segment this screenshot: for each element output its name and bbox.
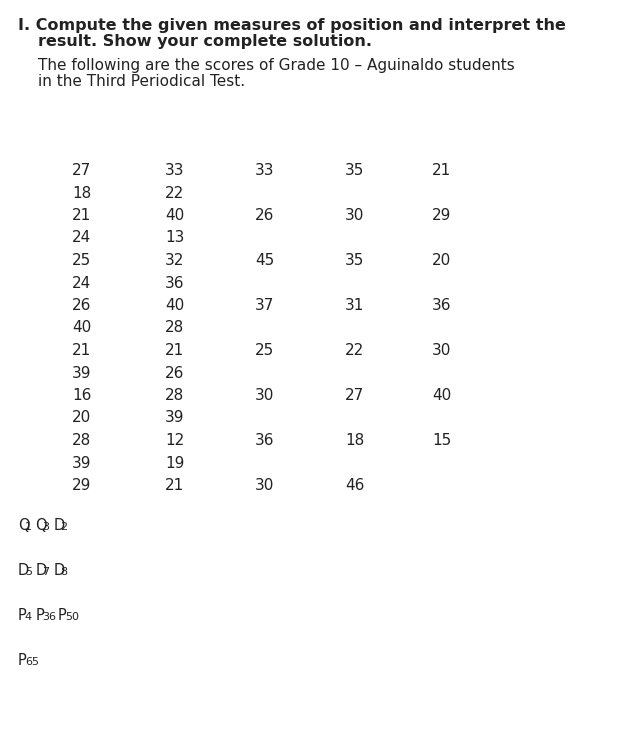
Text: 25: 25 xyxy=(255,343,275,358)
Text: 50: 50 xyxy=(65,612,79,622)
Text: 13: 13 xyxy=(165,230,184,246)
Text: 39: 39 xyxy=(72,366,92,380)
Text: 30: 30 xyxy=(255,388,275,403)
Text: 8: 8 xyxy=(60,567,67,577)
Text: 21: 21 xyxy=(165,478,184,493)
Text: 40: 40 xyxy=(432,388,451,403)
Text: 33: 33 xyxy=(255,163,275,178)
Text: 25: 25 xyxy=(72,253,91,268)
Text: 28: 28 xyxy=(165,320,184,335)
Text: 28: 28 xyxy=(165,388,184,403)
Text: 18: 18 xyxy=(72,186,91,201)
Text: 22: 22 xyxy=(345,343,364,358)
Text: D: D xyxy=(18,563,29,578)
Text: 21: 21 xyxy=(72,343,91,358)
Text: 18: 18 xyxy=(345,433,364,448)
Text: I. Compute the given measures of position and interpret the: I. Compute the given measures of positio… xyxy=(18,18,566,33)
Text: 45: 45 xyxy=(255,253,275,268)
Text: 46: 46 xyxy=(345,478,364,493)
Text: 39: 39 xyxy=(72,456,92,471)
Text: 2: 2 xyxy=(60,522,67,532)
Text: The following are the scores of Grade 10 – Aguinaldo students: The following are the scores of Grade 10… xyxy=(38,58,515,73)
Text: 30: 30 xyxy=(432,343,451,358)
Text: D: D xyxy=(36,563,47,578)
Text: 35: 35 xyxy=(345,163,364,178)
Text: 31: 31 xyxy=(345,298,364,313)
Text: 20: 20 xyxy=(432,253,451,268)
Text: 15: 15 xyxy=(432,433,451,448)
Text: 12: 12 xyxy=(165,433,184,448)
Text: 29: 29 xyxy=(72,478,91,493)
Text: 32: 32 xyxy=(165,253,184,268)
Text: 40: 40 xyxy=(165,208,184,223)
Text: 27: 27 xyxy=(345,388,364,403)
Text: Q: Q xyxy=(18,518,29,533)
Text: 5: 5 xyxy=(25,567,32,577)
Text: 35: 35 xyxy=(345,253,364,268)
Text: 21: 21 xyxy=(165,343,184,358)
Text: 37: 37 xyxy=(255,298,275,313)
Text: result. Show your complete solution.: result. Show your complete solution. xyxy=(38,34,372,49)
Text: P: P xyxy=(36,608,44,623)
Text: 40: 40 xyxy=(165,298,184,313)
Text: 36: 36 xyxy=(255,433,275,448)
Text: 22: 22 xyxy=(165,186,184,201)
Text: 4: 4 xyxy=(25,612,32,622)
Text: 27: 27 xyxy=(72,163,91,178)
Text: 20: 20 xyxy=(72,411,91,426)
Text: D: D xyxy=(53,518,64,533)
Text: 30: 30 xyxy=(255,478,275,493)
Text: 24: 24 xyxy=(72,230,91,246)
Text: 40: 40 xyxy=(72,320,91,335)
Text: P: P xyxy=(18,608,27,623)
Text: 36: 36 xyxy=(42,612,56,622)
Text: 26: 26 xyxy=(255,208,275,223)
Text: Q: Q xyxy=(36,518,47,533)
Text: in the Third Periodical Test.: in the Third Periodical Test. xyxy=(38,74,245,89)
Text: 21: 21 xyxy=(432,163,451,178)
Text: 24: 24 xyxy=(72,275,91,291)
Text: D: D xyxy=(53,563,64,578)
Text: 28: 28 xyxy=(72,433,91,448)
Text: 7: 7 xyxy=(42,567,49,577)
Text: 30: 30 xyxy=(345,208,364,223)
Text: 1: 1 xyxy=(25,522,32,532)
Text: 36: 36 xyxy=(165,275,185,291)
Text: P: P xyxy=(58,608,67,623)
Text: 16: 16 xyxy=(72,388,91,403)
Text: 19: 19 xyxy=(165,456,184,471)
Text: 3: 3 xyxy=(42,522,49,532)
Text: 26: 26 xyxy=(72,298,91,313)
Text: 36: 36 xyxy=(432,298,452,313)
Text: 26: 26 xyxy=(165,366,184,380)
Text: 39: 39 xyxy=(165,411,185,426)
Text: 21: 21 xyxy=(72,208,91,223)
Text: P: P xyxy=(18,653,27,668)
Text: 29: 29 xyxy=(432,208,451,223)
Text: 33: 33 xyxy=(165,163,185,178)
Text: 65: 65 xyxy=(25,657,39,667)
